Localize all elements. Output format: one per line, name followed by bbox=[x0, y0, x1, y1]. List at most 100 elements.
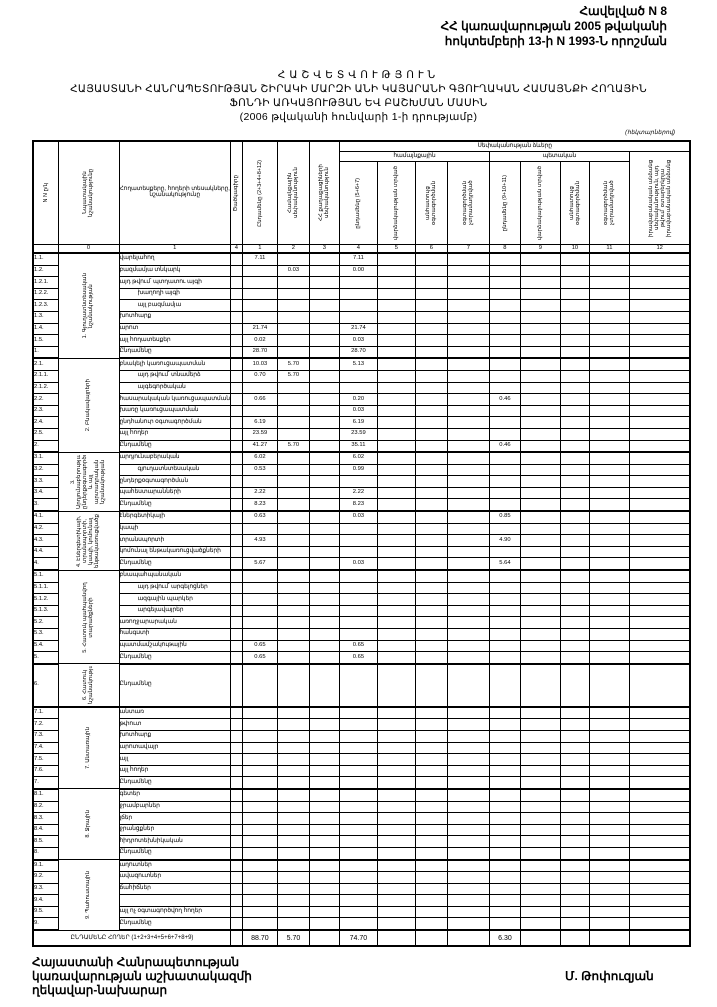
value-cell bbox=[588, 427, 630, 441]
value-cell bbox=[414, 369, 448, 383]
row-number: 2.3. bbox=[32, 404, 59, 418]
value-cell bbox=[446, 299, 490, 312]
value-cell bbox=[308, 846, 340, 861]
row-number: 9.2. bbox=[32, 871, 59, 884]
row-number: 5.2. bbox=[32, 616, 59, 629]
table-row: 3.4. պահեստարանների 2.22 2.22 bbox=[32, 486, 691, 500]
value-cell bbox=[519, 800, 561, 814]
table-row: 2.2. հասարակական կառուցապատման 0.66 0.20 0.4… bbox=[32, 393, 691, 406]
value-cell bbox=[414, 729, 448, 743]
value-cell bbox=[446, 706, 490, 720]
value-cell bbox=[414, 264, 448, 278]
value-cell bbox=[588, 416, 630, 429]
value-cell bbox=[229, 545, 243, 559]
value-cell bbox=[628, 498, 691, 513]
value-cell bbox=[229, 800, 243, 814]
row-number: 5.1. bbox=[32, 569, 59, 583]
value-cell bbox=[414, 416, 448, 429]
header-c10-text: անհատույց օգտագործման bbox=[568, 180, 581, 226]
value-cell bbox=[519, 823, 561, 837]
value-cell bbox=[446, 718, 490, 731]
value-cell bbox=[559, 287, 590, 301]
value-cell bbox=[414, 628, 448, 641]
header-sub: ընդամենը (5+6+7) bbox=[338, 161, 378, 245]
value-cell bbox=[241, 729, 278, 743]
value-cell bbox=[229, 287, 243, 301]
value-cell bbox=[308, 788, 340, 802]
row-number: 1.2. bbox=[32, 264, 59, 278]
value-cell bbox=[376, 604, 416, 618]
value-cell bbox=[276, 663, 310, 708]
value-cell bbox=[241, 846, 278, 861]
value-cell bbox=[446, 416, 490, 429]
value-cell bbox=[308, 310, 340, 324]
value-cell bbox=[559, 276, 590, 289]
value-cell bbox=[376, 439, 416, 454]
value-cell bbox=[276, 753, 310, 766]
table-row: 7.3. խոտհարք bbox=[32, 729, 691, 743]
header-c6-text: անհատույց օգտագործման bbox=[425, 180, 438, 226]
value-cell bbox=[376, 718, 416, 731]
value-cell bbox=[229, 369, 243, 383]
value-cell bbox=[376, 252, 416, 266]
value-cell: 5.70 bbox=[276, 439, 310, 454]
value-cell bbox=[338, 534, 378, 547]
value-cell bbox=[308, 334, 340, 347]
value-cell bbox=[559, 604, 590, 618]
value-cell bbox=[229, 776, 243, 790]
row-number: 8.3. bbox=[32, 812, 59, 825]
value-cell bbox=[338, 604, 378, 618]
value-cell bbox=[376, 639, 416, 653]
value-cell bbox=[376, 729, 416, 743]
value-cell bbox=[414, 381, 448, 395]
value-cell bbox=[276, 593, 310, 606]
value-cell bbox=[376, 404, 416, 418]
value-cell bbox=[308, 510, 340, 524]
table-row: 8.2. ջրամբարներ bbox=[32, 800, 691, 814]
value-cell bbox=[588, 835, 630, 848]
value-cell bbox=[276, 381, 310, 395]
value-cell bbox=[229, 894, 243, 907]
table-row: 3.2. գյուղատնտեսական 0.53 0.99 bbox=[32, 463, 691, 477]
value-cell bbox=[308, 439, 340, 454]
value-cell: 0.03 bbox=[338, 334, 378, 347]
value-cell bbox=[628, 823, 691, 837]
value-cell bbox=[446, 569, 490, 583]
table-row: 4.1. 4. Էներգետիկայի, տրանսպորտի, կապի, կ… bbox=[32, 510, 691, 571]
row-name: էներգետիկայի bbox=[118, 510, 231, 524]
value-cell bbox=[446, 345, 490, 360]
value-cell: 8.23 bbox=[241, 498, 278, 513]
header-group-text: Նպատակային նշանակությունը bbox=[82, 168, 95, 218]
value-cell: 5.70 bbox=[276, 357, 310, 371]
value-cell bbox=[229, 628, 243, 641]
value-cell bbox=[229, 498, 243, 513]
group-label-text: 1. Գյուղատնտեսական նշանակության bbox=[82, 273, 95, 339]
value-cell bbox=[338, 858, 378, 873]
value-cell bbox=[338, 522, 378, 536]
header-c5: վարձակալության տրված bbox=[376, 161, 416, 245]
header-c2: Համայնքային սեփականություն bbox=[276, 140, 310, 245]
value-cell bbox=[628, 404, 691, 418]
value-cell bbox=[308, 404, 340, 418]
value-cell bbox=[376, 871, 416, 884]
value-cell bbox=[588, 322, 630, 336]
value-cell bbox=[559, 569, 590, 583]
value-cell bbox=[446, 835, 490, 848]
value-cell bbox=[229, 823, 243, 837]
value-cell bbox=[559, 557, 590, 572]
row-name: այլ bbox=[118, 753, 231, 766]
value-cell bbox=[308, 753, 340, 766]
row-name: խառը կառուցապատման bbox=[118, 404, 231, 418]
value-cell bbox=[276, 764, 310, 778]
table-row: 1. Ընդամենը 28.70 28.70 bbox=[32, 345, 691, 360]
value-cell bbox=[338, 812, 378, 825]
value-cell bbox=[588, 439, 630, 454]
table-row: 5. Ընդամենը 0.65 0.65 bbox=[32, 651, 691, 665]
value-cell bbox=[588, 393, 630, 406]
row-number: 4. bbox=[32, 557, 59, 572]
value-cell bbox=[559, 264, 590, 278]
row-name: անտառ bbox=[118, 706, 231, 720]
table-row: 9.4. bbox=[32, 894, 691, 907]
column-number: 1 bbox=[241, 244, 278, 254]
value-cell bbox=[628, 310, 691, 324]
